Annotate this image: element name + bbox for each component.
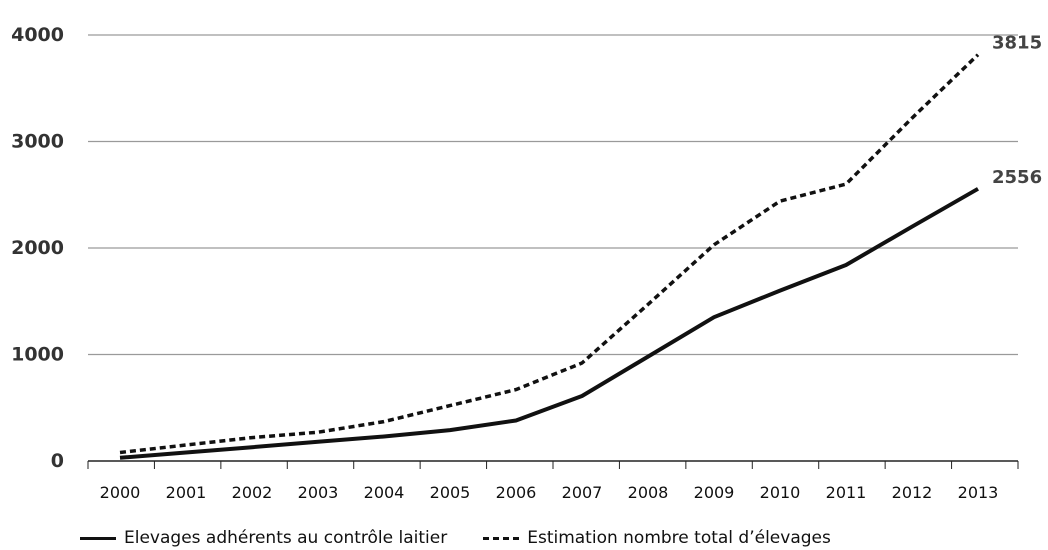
- y-tick-label: 1000: [11, 344, 64, 366]
- x-tick-label: 2009: [694, 483, 735, 502]
- end-value-label: 3815: [992, 33, 1042, 54]
- legend-item-solid: Elevages adhérents au contrôle laitier: [80, 528, 447, 548]
- x-tick-label: 2011: [826, 483, 867, 502]
- x-tick-label: 2000: [100, 483, 141, 502]
- x-tick-label: 2007: [562, 483, 603, 502]
- legend: Elevages adhérents au contrôle laitier E…: [80, 526, 867, 550]
- x-tick-label: 2010: [760, 483, 801, 502]
- x-tick-label: 2005: [430, 483, 471, 502]
- series-lines: [119, 53, 980, 460]
- legend-swatch-solid: [80, 536, 116, 540]
- x-tick-label: 2003: [298, 483, 339, 502]
- x-tick-label: 2008: [628, 483, 669, 502]
- gridlines: [88, 34, 1018, 356]
- y-axis-ticks: 0 1000 2000 3000 4000: [11, 24, 64, 472]
- y-tick-label: 3000: [11, 131, 64, 153]
- x-tick-label: 2001: [166, 483, 207, 502]
- x-tick-label: 2006: [496, 483, 537, 502]
- x-tick-label: 2002: [232, 483, 273, 502]
- end-labels: 2556 3815: [992, 33, 1042, 188]
- x-tick-label: 2013: [958, 483, 999, 502]
- legend-item-dashed: Estimation nombre total d’élevages: [483, 528, 831, 548]
- y-tick-label: 4000: [11, 24, 64, 46]
- legend-swatch-dashed: [483, 536, 520, 540]
- x-axis: 2000 2001 2002 2003 2004 2005 2006 2007 2008 2009…: [87, 460, 1019, 502]
- end-value-label: 2556: [992, 167, 1042, 188]
- series-line-dashed: [119, 53, 980, 455]
- x-tick-label: 2012: [892, 483, 933, 502]
- legend-label-solid: Elevages adhérents au contrôle laitier: [124, 528, 448, 548]
- x-tick-label: 2004: [364, 483, 405, 502]
- legend-label-dashed: Estimation nombre total d’élevages: [527, 528, 831, 548]
- y-tick-label: 0: [51, 450, 64, 472]
- series-line-solid: [119, 187, 979, 460]
- y-tick-label: 2000: [11, 237, 64, 259]
